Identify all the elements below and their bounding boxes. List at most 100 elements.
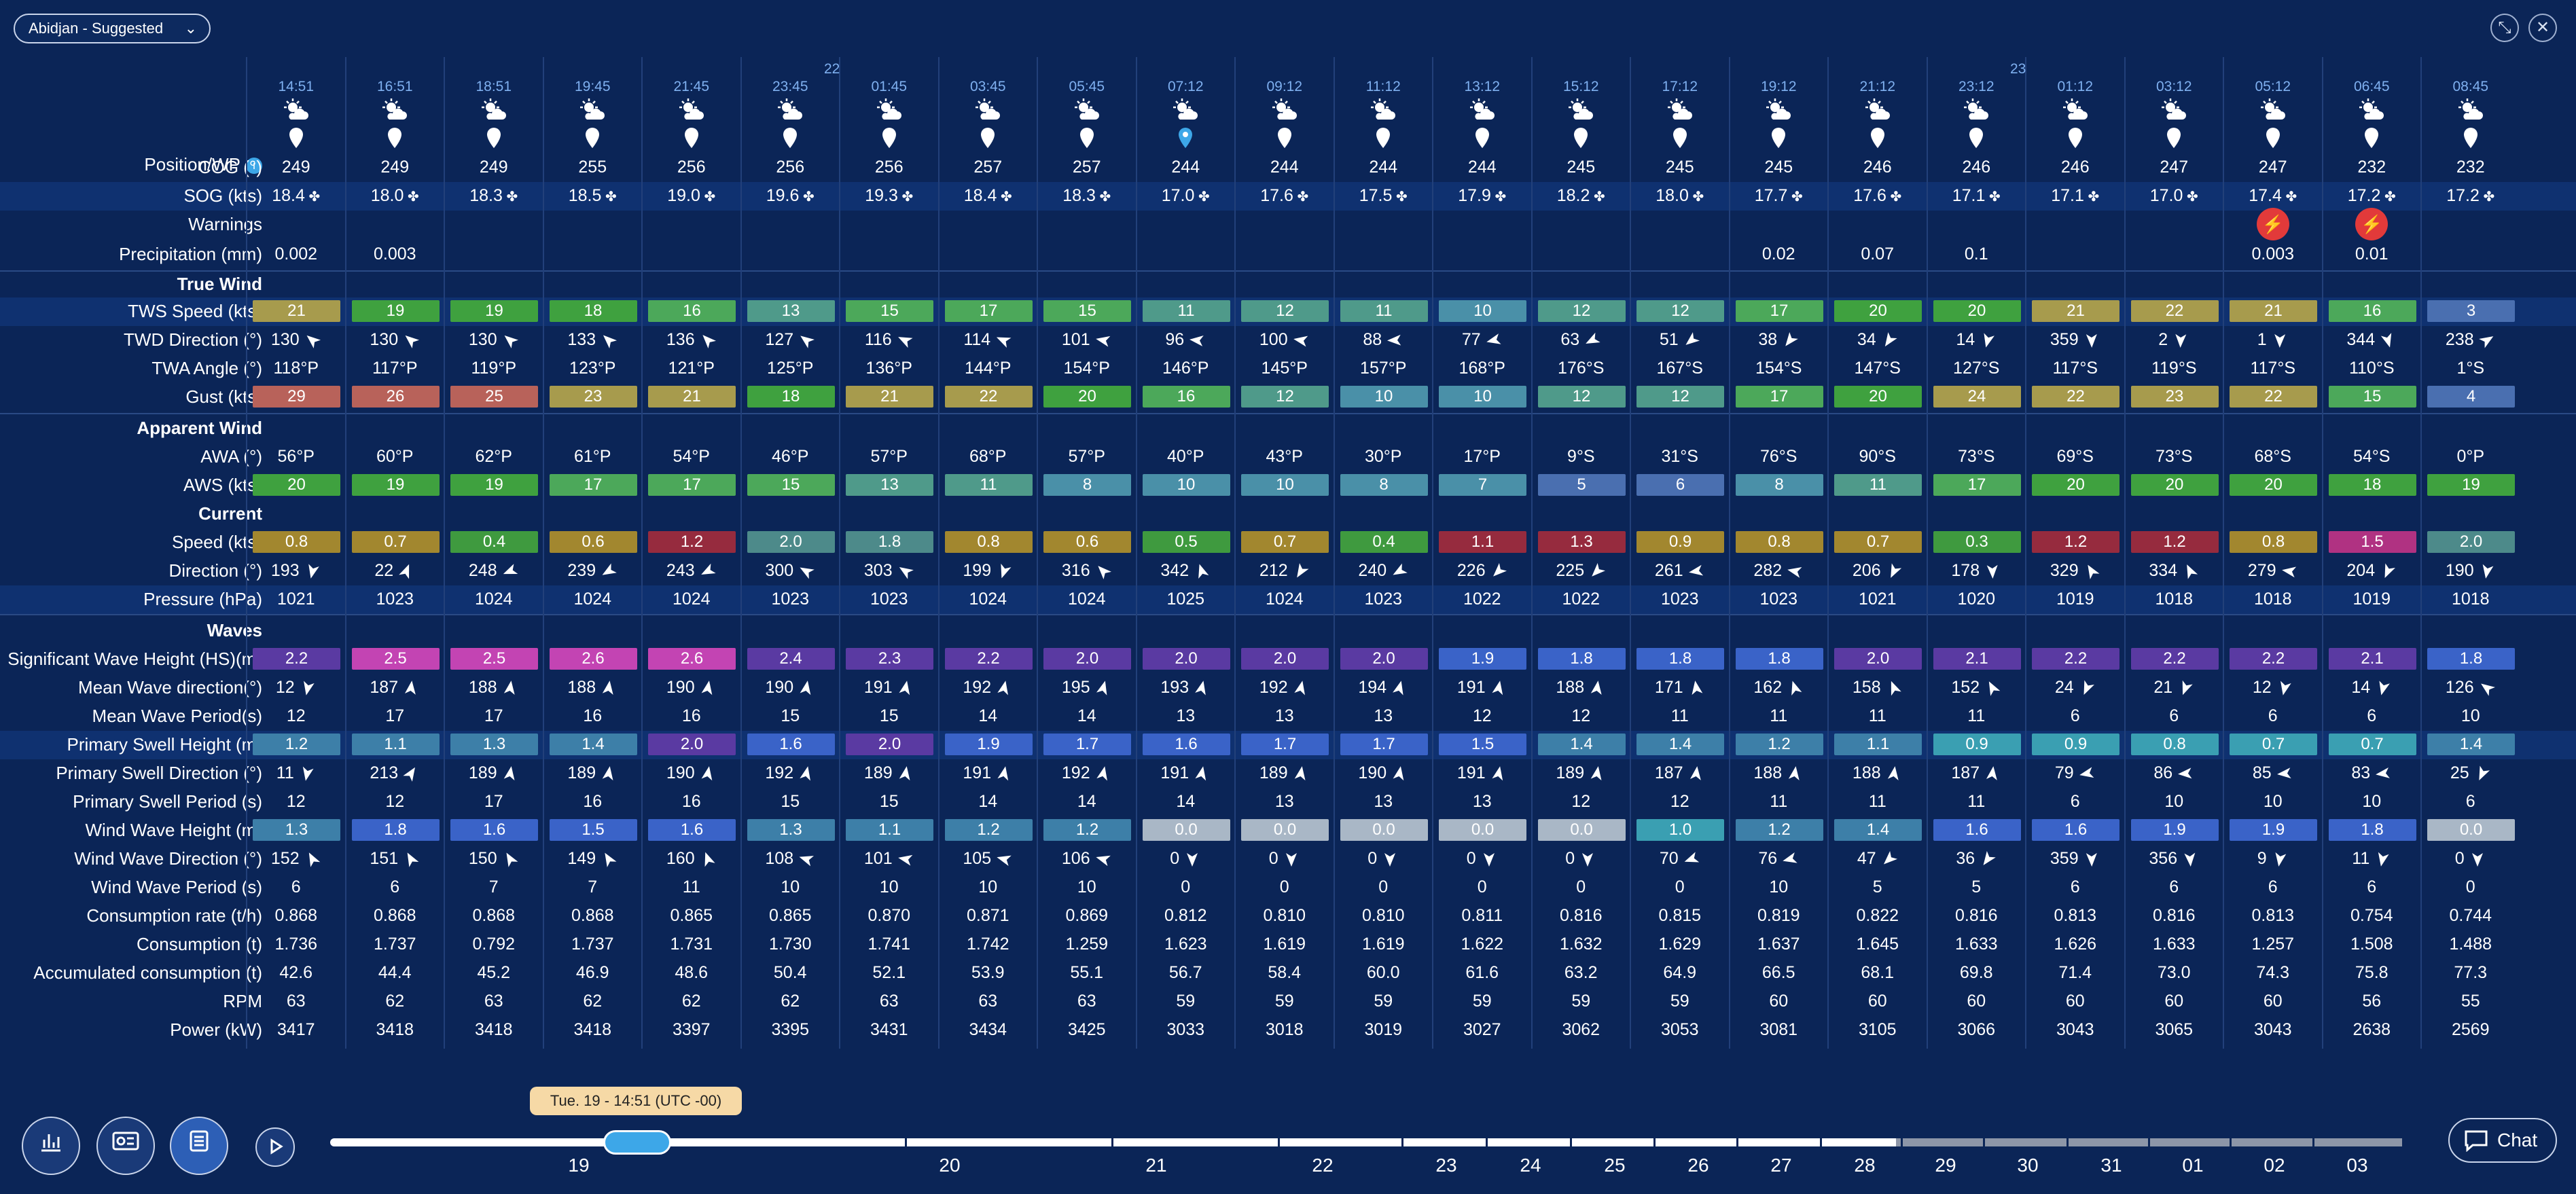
waypoint-pin-icon[interactable] <box>486 126 502 149</box>
row-label-rpm: RPM <box>223 991 262 1011</box>
forecast-column[interactable]: 07:12 244 17.0 ✤ 11 96 146°P 16 40°P 10 0.5 342 102… <box>1135 57 1235 1049</box>
forecast-column[interactable]: 03:45 257 18.4 ✤ 17 114 144°P 22 68°P 11 0.8 199 10… <box>937 57 1037 1049</box>
chart-icon[interactable] <box>22 1117 80 1175</box>
waypoint-pin-icon[interactable] <box>1276 126 1293 149</box>
timeline-track[interactable] <box>330 1137 2402 1148</box>
cell-value: 154°P <box>1063 359 1110 378</box>
forecast-column[interactable]: 19:12 245 17.7 ✤ 0.02 17 38 154°S 17 76°S 8 0.8 282… <box>1728 57 1828 1049</box>
cell-value: 76°S <box>1760 447 1797 466</box>
waypoint-pin-icon[interactable] <box>1870 126 1886 149</box>
warning-lightning-icon[interactable]: ⚡ <box>2256 208 2289 240</box>
waypoint-pin-icon[interactable] <box>683 126 700 149</box>
forecast-column[interactable]: 16:51 249 18.0 ✤ 0.003 19 130 117°P 26 60°P 19 0.7… <box>344 57 444 1049</box>
cell-twa: 110°S <box>2323 355 2421 382</box>
forecast-column[interactable]: 01:12 23 246 17.1 ✤ 21 359 117°S 22 69°S 20 1.2 329… <box>2010 57 2124 1049</box>
forecast-column[interactable]: 23:12 246 17.1 ✤ 0.1 20 14 127°S 24 73°S 17 0.3 178… <box>1926 57 2026 1049</box>
cell-value: 11 <box>1670 706 1689 725</box>
cell-value: 119°P <box>471 359 517 378</box>
cell-value: 188 <box>567 678 596 697</box>
waypoint-pin-icon[interactable] <box>1474 126 1490 149</box>
cell-mwp: 14 <box>1038 702 1136 729</box>
column-time: 15:12 <box>1562 79 1599 94</box>
cell-value: 0.868 <box>571 906 614 925</box>
forecast-column[interactable]: 17:12 245 18.0 ✤ 12 51 167°S 12 31°S 6 0.9 261 1023… <box>1630 57 1729 1049</box>
cell-value: 245 <box>1567 158 1596 177</box>
waypoint-pin-icon[interactable] <box>1573 126 1589 149</box>
forecast-column[interactable]: 23:45 256 19.6 ✤ 13 127 125°P 18 46°P 15 2.0 300 10… <box>740 57 840 1049</box>
forecast-column[interactable]: 21:45 256 19.0 ✤ 16 136 121°P 21 54°P 17 1.2 243 10… <box>641 57 740 1049</box>
cell-twd: 359 <box>2026 326 2124 353</box>
cell-value: 3018 <box>1265 1020 1304 1039</box>
waypoint-pin-icon[interactable] <box>288 126 304 149</box>
cell-tws: 15 <box>1043 300 1131 322</box>
forecast-column[interactable]: 21:12 246 17.6 ✤ 0.07 20 34 147°S 20 90°S 11 0.7 20… <box>1827 57 1927 1049</box>
waypoint-pin-icon[interactable] <box>2463 126 2479 149</box>
waypoint-pin-icon[interactable] <box>2265 126 2281 149</box>
forecast-column[interactable]: 18:51 249 18.3 ✤ 19 130 119°P 25 62°P 19 0.4 248 10… <box>444 57 543 1049</box>
info-icon[interactable]: i <box>246 158 262 175</box>
cell-value: 232 <box>2357 158 2386 177</box>
waypoint-pin-icon[interactable] <box>584 126 601 149</box>
direction-arrow-icon <box>701 766 712 781</box>
waypoint-pin-icon[interactable] <box>782 126 798 149</box>
table-icon[interactable] <box>170 1117 228 1175</box>
waypoint-pin-icon[interactable] <box>2166 126 2182 149</box>
waypoint-pin-icon[interactable] <box>1079 126 1095 149</box>
waypoint-pin-icon[interactable] <box>387 126 403 149</box>
forecast-column[interactable]: 14:51 249 18.4 ✤ 0.002 21 130 118°P 29 56°P 20 0.8… <box>246 57 345 1049</box>
cell-value: 1.742 <box>966 935 1009 954</box>
waypoint-pin-icon[interactable] <box>1770 126 1787 149</box>
chat-button[interactable]: Chat <box>2448 1118 2557 1163</box>
close-icon[interactable]: ✕ <box>2528 14 2557 42</box>
forecast-column[interactable]: 15:12 245 18.2 ✤ 12 63 176°S 12 9°S 5 1.3 225 1022 1… <box>1531 57 1630 1049</box>
cell-value: 13 <box>1374 706 1393 725</box>
forecast-column[interactable]: 03:12 247 17.0 ✤ 22 2 119°S 23 73°S 20 1.2 334 1018… <box>2124 57 2223 1049</box>
cell-awa: 9°S <box>1533 443 1630 470</box>
forecast-column[interactable]: 09:12 244 17.6 ✤ 12 100 145°P 12 43°P 10 0.7 212 10… <box>1234 57 1334 1049</box>
forecast-column[interactable]: 05:12 247 17.4 ✤ ⚡ 0.003 21 1 117°S 22 68°S 20 0.8 2… <box>2223 57 2322 1049</box>
waypoint-pin-icon[interactable] <box>2363 126 2380 149</box>
cell-psd: 189 <box>445 759 543 786</box>
cell-value: 1.508 <box>2350 935 2393 954</box>
cell-rpm: 60 <box>2224 988 2322 1015</box>
cell-pressure: 1019 <box>2323 585 2421 613</box>
forecast-column[interactable]: 05:45 257 18.3 ✤ 15 101 154°P 20 57°P 8 0.6 316 102… <box>1037 57 1136 1049</box>
waypoint-pin-icon[interactable] <box>1375 126 1391 149</box>
waypoint-pin-icon[interactable] <box>1177 126 1194 149</box>
cell-cur-speed: 0.9 <box>1636 531 1724 553</box>
cell-value: 1024 <box>969 590 1007 609</box>
cell-wwd: 70 <box>1631 845 1729 872</box>
cell-mwp: 15 <box>742 702 840 729</box>
forecast-column[interactable]: 11:12 244 17.5 ✤ 11 88 157°P 10 30°P 8 0.4 240 1023… <box>1333 57 1433 1049</box>
timeline-divider <box>2312 1137 2314 1148</box>
cell-psd: 187 <box>1631 759 1729 786</box>
forecast-column[interactable]: 08:45 232 17.2 ✤ 3 238 1°S 4 0°P 19 2.0 190 1018 1.8… <box>2420 57 2520 1049</box>
waypoint-pin-icon[interactable] <box>1968 126 1984 149</box>
waypoint-pin-icon[interactable] <box>881 126 897 149</box>
direction-arrow-icon <box>700 564 716 575</box>
waypoint-pin-icon[interactable] <box>1672 126 1688 149</box>
warning-lightning-icon[interactable]: ⚡ <box>2355 208 2389 240</box>
partly-cloudy-icon <box>874 96 904 126</box>
forecast-column[interactable]: 13:12 244 17.9 ✤ 10 77 168°P 10 17°P 7 1.1 226 1022… <box>1432 57 1531 1049</box>
cell-wwp: 6 <box>247 873 345 901</box>
waypoint-pin-icon[interactable] <box>2067 126 2083 149</box>
cell-wwh: 0.0 <box>1142 819 1230 841</box>
cell-value: 18.3 <box>1062 186 1096 205</box>
forecast-column[interactable]: 06:45 232 17.2 ✤ ⚡ 0.01 16 344 110°S 15 54°S 18 1.5… <box>2321 57 2421 1049</box>
waypoint-pin-icon[interactable] <box>980 126 996 149</box>
route-weather-icon[interactable] <box>96 1117 155 1175</box>
cell-swh: 2.1 <box>1933 648 2021 670</box>
play-icon[interactable] <box>255 1127 295 1167</box>
voyage-selector[interactable]: Abidjan - Suggested ⌄ <box>14 14 211 43</box>
cell-value: 88 <box>1363 330 1382 349</box>
expand-icon[interactable]: ⤡ <box>2490 14 2519 42</box>
cell-precip: 0.01 <box>2323 240 2421 268</box>
forecast-column[interactable]: 01:45 22 256 19.3 ✤ 15 116 136°P 21 57°P 13 1.8 303… <box>824 57 938 1049</box>
cell-value: 1.731 <box>670 935 713 954</box>
cell-psd: 11 <box>247 759 345 786</box>
cell-acc-cons: 48.6 <box>643 959 740 986</box>
timeline-handle[interactable] <box>603 1130 671 1155</box>
forecast-column[interactable]: 19:45 255 18.5 ✤ 18 133 123°P 23 61°P 17 0.6 239 10… <box>542 57 642 1049</box>
timeline-day-tick: 23 <box>1435 1155 1457 1176</box>
